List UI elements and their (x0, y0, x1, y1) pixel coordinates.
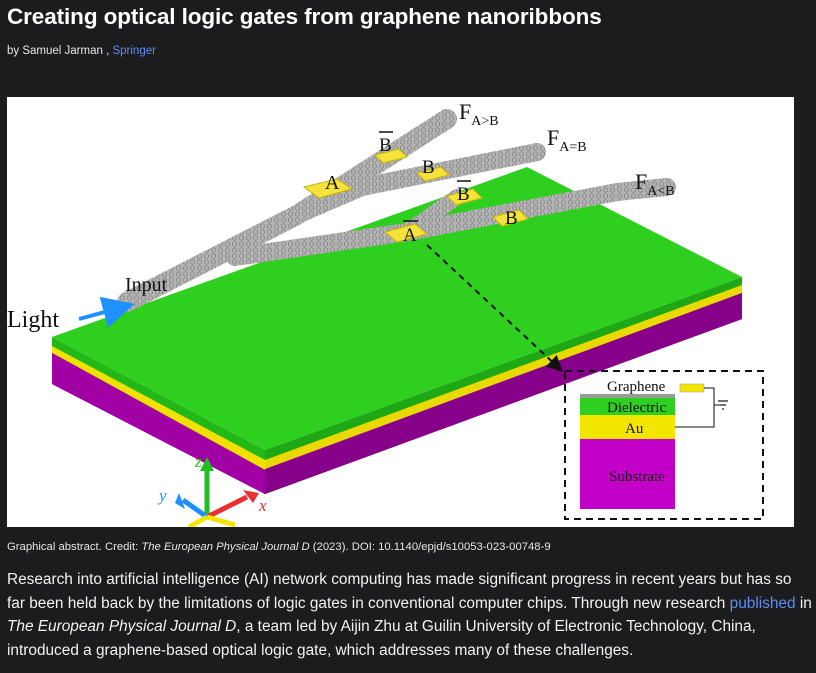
byline: by Samuel Jarman , Springer (7, 45, 156, 57)
output-label-a-gt-b: FA>B (459, 99, 499, 129)
gate-pads (302, 148, 529, 243)
graphical-abstract-figure: A B B B B A FA>B FA=B FA<B Input Light (7, 97, 794, 527)
inset-au-layer (580, 415, 675, 439)
byline-author: by Samuel Jarman , (7, 45, 113, 57)
axis-label-y: y (157, 486, 167, 505)
source-link[interactable]: Springer (112, 45, 156, 57)
inset-graphene-layer (580, 394, 675, 398)
figure-caption: Graphical abstract. Credit: The European… (7, 541, 551, 553)
slab (52, 167, 742, 494)
axis-label-z: z (194, 452, 202, 471)
published-link[interactable]: published (729, 594, 796, 612)
output-label-a-eq-b: FA=B (547, 125, 587, 155)
gate-pad-a (302, 178, 354, 199)
gate-pad-a-bar (383, 223, 429, 243)
caption-journal: The European Physical Journal D (141, 541, 310, 553)
gate-pad-b-bar-mid (446, 188, 483, 206)
article-title: Creating optical logic gates from graphe… (7, 4, 602, 29)
light-label: Light (7, 307, 59, 333)
dielectric-side (265, 277, 742, 460)
gate-label-a-bar: A (403, 225, 417, 246)
gate-pad-b-top (416, 166, 450, 182)
graphene-top-surface (52, 167, 742, 450)
inset-label-au: Au (625, 421, 644, 437)
body-journal: The European Physical Journal D (7, 618, 237, 635)
gate-pad-b-bar-top (374, 148, 408, 164)
article-paragraph: Research into artificial intelligence (A… (7, 571, 812, 659)
axis-label-x: x (258, 496, 267, 515)
inset-dielectric-layer (580, 398, 675, 415)
output-label-a-lt-b: FA<B (635, 169, 675, 199)
gate-label-a: A (325, 172, 340, 194)
inset-label-substrate: Substrate (609, 469, 665, 485)
light-arrow (78, 296, 135, 328)
dielectric-front (52, 337, 265, 460)
gate-label-b-right: B (505, 208, 518, 229)
gate-label-b-top: B (422, 157, 435, 178)
inset-label-graphene: Graphene (607, 379, 666, 395)
gate-label-b-bar-mid: B (457, 184, 470, 205)
input-label: Input (125, 274, 168, 296)
inset-label-dielectric: Dielectric (607, 400, 666, 416)
inset-top-contact (679, 383, 705, 393)
device-diagram: A B B B B A FA>B FA=B FA<B Input Light (7, 99, 764, 527)
cross-section-inset: Graphene Dielectric Au Substrate (564, 370, 764, 520)
inset-substrate-layer (580, 439, 675, 509)
zoom-dashed-arrow (426, 244, 563, 372)
gate-pad-b-right (492, 209, 529, 227)
au-side (265, 284, 742, 470)
gate-label-b-bar-top: B (379, 135, 392, 156)
axis-triad: z y x (157, 452, 267, 527)
au-front (52, 345, 265, 470)
